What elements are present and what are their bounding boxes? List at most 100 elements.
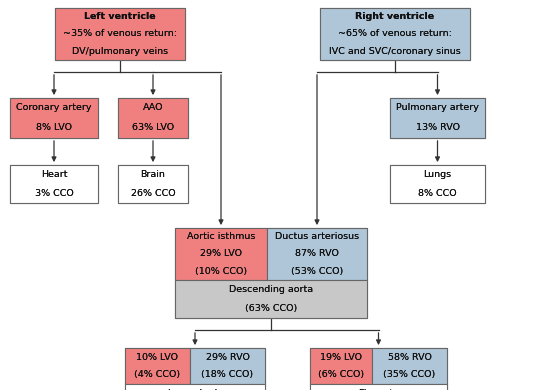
Bar [390, 165, 485, 203]
Text: 10% LVO: 10% LVO [137, 353, 179, 362]
Text: Lungs: Lungs [423, 170, 451, 179]
Bar [118, 98, 188, 138]
Text: Aortic isthmus: Aortic isthmus [187, 232, 255, 241]
Text: Coronary artery: Coronary artery [16, 103, 92, 112]
Text: (53% CCO): (53% CCO) [291, 267, 343, 276]
Bar [175, 228, 267, 280]
Text: Left ventricle: Left ventricle [84, 12, 156, 21]
Text: 63% LVO: 63% LVO [132, 124, 174, 133]
Bar [10, 98, 98, 138]
Text: 87% RVO: 87% RVO [295, 250, 339, 259]
Bar [55, 8, 185, 60]
Bar [118, 165, 188, 203]
Text: 29% LVO: 29% LVO [200, 250, 242, 259]
Text: ~65% of venous return:: ~65% of venous return: [338, 30, 452, 39]
Text: DV/pulmonary veins: DV/pulmonary veins [72, 47, 168, 56]
Text: DV/pulmonary veins: DV/pulmonary veins [72, 47, 168, 56]
Text: ~65% of venous return:: ~65% of venous return: [338, 30, 452, 39]
Bar [125, 348, 190, 384]
Text: 58% RVO: 58% RVO [387, 353, 431, 362]
Text: (35% CCO): (35% CCO) [384, 370, 436, 379]
Text: (4% CCO): (4% CCO) [134, 370, 181, 379]
Text: Heart: Heart [41, 170, 67, 179]
Bar [10, 165, 98, 203]
Bar [125, 384, 265, 390]
Text: Heart: Heart [41, 170, 67, 179]
Bar [390, 98, 485, 138]
Bar [320, 8, 470, 60]
Bar [267, 228, 367, 280]
Text: (4% CCO): (4% CCO) [134, 370, 181, 379]
Text: (10% CCO): (10% CCO) [195, 267, 247, 276]
Text: Placenta: Placenta [358, 388, 399, 390]
Text: AAO: AAO [143, 103, 163, 112]
Text: 8% CCO: 8% CCO [418, 189, 457, 198]
Text: 3% CCO: 3% CCO [34, 189, 73, 198]
Bar [310, 348, 372, 384]
Text: Right ventricle: Right ventricle [356, 12, 435, 21]
Bar [125, 348, 190, 384]
Text: ~35% of venous return:: ~35% of venous return: [63, 30, 177, 39]
Text: 26% CCO: 26% CCO [131, 189, 175, 198]
Text: Lungs: Lungs [423, 170, 451, 179]
Text: (18% CCO): (18% CCO) [201, 370, 253, 379]
Text: (6% CCO): (6% CCO) [318, 370, 364, 379]
Bar [125, 384, 265, 390]
Bar [372, 348, 447, 384]
Text: (63% CCO): (63% CCO) [245, 304, 297, 313]
Bar [372, 348, 447, 384]
Text: 10% LVO: 10% LVO [137, 353, 179, 362]
Text: 3% CCO: 3% CCO [34, 189, 73, 198]
Bar [10, 165, 98, 203]
Text: IVC and SVC/coronary sinus: IVC and SVC/coronary sinus [329, 47, 461, 56]
Bar [118, 165, 188, 203]
Text: (53% CCO): (53% CCO) [291, 267, 343, 276]
Bar [175, 280, 367, 318]
Text: 8% CCO: 8% CCO [418, 189, 457, 198]
Text: Coronary artery: Coronary artery [16, 103, 92, 112]
Text: ~35% of venous return:: ~35% of venous return: [63, 30, 177, 39]
Bar [10, 98, 98, 138]
Text: 13% RVO: 13% RVO [415, 124, 459, 133]
Bar [310, 384, 447, 390]
Text: 29% RVO: 29% RVO [206, 353, 250, 362]
Text: 58% RVO: 58% RVO [387, 353, 431, 362]
Text: 87% RVO: 87% RVO [295, 250, 339, 259]
Text: (6% CCO): (6% CCO) [318, 370, 364, 379]
Text: 8% LVO: 8% LVO [36, 124, 72, 133]
Text: Ductus arteriosus: Ductus arteriosus [275, 232, 359, 241]
Text: Descending aorta: Descending aorta [229, 285, 313, 294]
Bar [175, 280, 367, 318]
Text: Right ventricle: Right ventricle [356, 12, 435, 21]
Text: 13% RVO: 13% RVO [415, 124, 459, 133]
Text: Aortic isthmus: Aortic isthmus [187, 232, 255, 241]
Text: 26% CCO: 26% CCO [131, 189, 175, 198]
Bar [390, 165, 485, 203]
Text: 19% LVO: 19% LVO [320, 353, 362, 362]
Text: (63% CCO): (63% CCO) [245, 304, 297, 313]
Text: Brain: Brain [140, 170, 166, 179]
Bar [118, 98, 188, 138]
Text: Ductus arteriosus: Ductus arteriosus [275, 232, 359, 241]
Text: Left ventricle: Left ventricle [84, 12, 156, 21]
Text: AAO: AAO [143, 103, 163, 112]
Text: Lower body: Lower body [167, 388, 222, 390]
Bar [267, 228, 367, 280]
Text: 29% LVO: 29% LVO [200, 250, 242, 259]
Text: 29% RVO: 29% RVO [206, 353, 250, 362]
Text: 63% LVO: 63% LVO [132, 124, 174, 133]
Text: Brain: Brain [140, 170, 166, 179]
Bar [320, 8, 470, 60]
Text: IVC and SVC/coronary sinus: IVC and SVC/coronary sinus [329, 47, 461, 56]
Bar [390, 98, 485, 138]
Bar [310, 384, 447, 390]
Bar [175, 228, 267, 280]
Text: 8% LVO: 8% LVO [36, 124, 72, 133]
Text: Lower body: Lower body [167, 388, 222, 390]
Bar [190, 348, 265, 384]
Text: 19% LVO: 19% LVO [320, 353, 362, 362]
Text: Descending aorta: Descending aorta [229, 285, 313, 294]
Text: Pulmonary artery: Pulmonary artery [396, 103, 479, 112]
Text: (35% CCO): (35% CCO) [384, 370, 436, 379]
Bar [310, 348, 372, 384]
